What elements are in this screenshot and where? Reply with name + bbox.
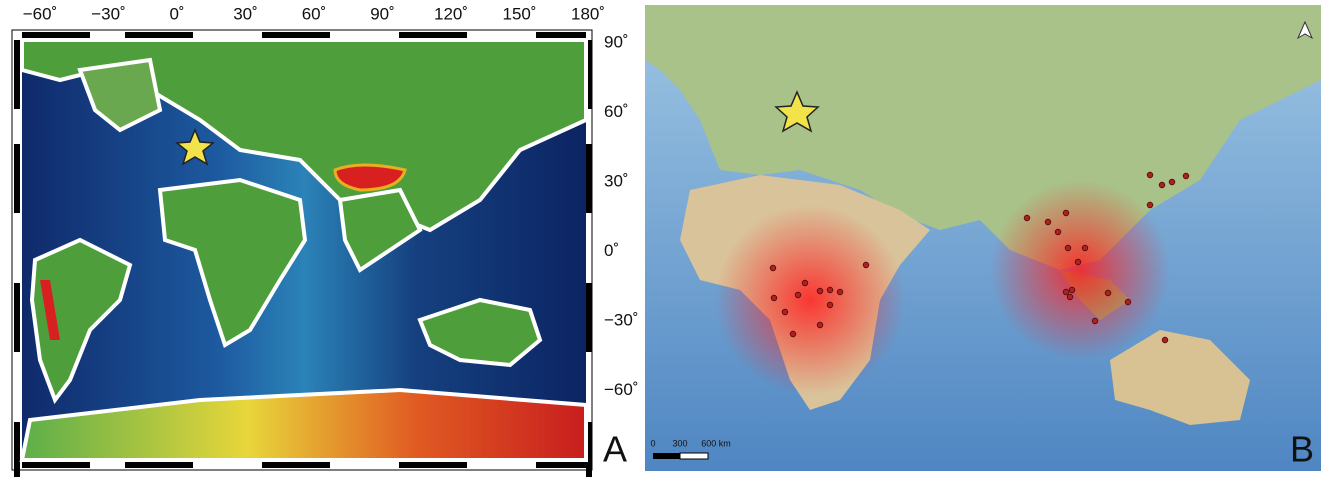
occurrence-dot xyxy=(1146,171,1154,179)
scale-bar xyxy=(679,452,709,460)
occurrence-dot xyxy=(1081,244,1089,252)
frame-segment xyxy=(536,462,586,468)
occurrence-dot xyxy=(1068,286,1076,294)
occurrence-dot xyxy=(1124,298,1132,306)
occurrence-dot xyxy=(826,286,834,294)
frame-segment xyxy=(125,462,193,468)
frame-segment xyxy=(399,462,467,468)
occurrence-dot xyxy=(801,279,809,287)
occurrence-dot xyxy=(1023,214,1031,222)
frame-segment xyxy=(14,40,20,109)
frame-segment xyxy=(586,144,592,213)
frame-segment xyxy=(586,40,592,109)
panel-b: 0 300 600 km B xyxy=(645,5,1321,471)
panel-a: −60˚ −30˚ 0˚ 30˚ 60˚ 90˚ 120˚ 150˚ 180˚ 90˚ 60˚ 30… xyxy=(11,4,639,482)
occurrence-dot xyxy=(826,301,834,309)
scale-label: 0 xyxy=(650,438,655,448)
occurrence-dot xyxy=(1062,288,1070,296)
occurrence-points xyxy=(769,171,1190,344)
occurrence-dot xyxy=(1064,244,1072,252)
lon-label: 0˚ xyxy=(169,4,184,23)
lat-label: 30˚ xyxy=(604,171,629,190)
frame-segment xyxy=(536,32,586,38)
frame-segment xyxy=(262,32,330,38)
occurrence-dot xyxy=(769,264,777,272)
occurrence-dot xyxy=(1182,172,1190,180)
lon-label: −60˚ xyxy=(23,4,58,23)
occurrence-dot xyxy=(1074,258,1082,266)
occurrence-dot xyxy=(816,321,824,329)
frame-segment xyxy=(14,283,20,352)
panel-letter: B xyxy=(1290,429,1314,470)
frame-segment xyxy=(586,283,592,352)
density-hotspot xyxy=(715,205,905,395)
occurrence-dot xyxy=(1161,336,1169,344)
continents xyxy=(19,38,588,462)
occurrence-dot xyxy=(1044,218,1052,226)
lon-label: −30˚ xyxy=(91,4,126,23)
star-marker xyxy=(774,90,820,133)
occurrence-dot xyxy=(1062,209,1070,217)
frame-segment xyxy=(399,32,467,38)
scale-bar xyxy=(653,453,680,459)
lon-label: 60˚ xyxy=(302,4,327,23)
panel-letter: A xyxy=(603,429,627,470)
lon-label: 120˚ xyxy=(434,4,468,23)
lat-label: 0˚ xyxy=(604,241,619,260)
star-marker xyxy=(175,128,215,166)
frame-segment xyxy=(586,422,592,482)
lat-label: 60˚ xyxy=(604,102,629,121)
lon-label: 150˚ xyxy=(502,4,536,23)
scale-label: 600 km xyxy=(701,438,731,448)
lon-label: 180˚ xyxy=(571,4,605,23)
frame-segment xyxy=(14,144,20,213)
occurrence-dot xyxy=(1066,293,1074,301)
occurrence-dot xyxy=(781,308,789,316)
occurrence-dot xyxy=(862,261,870,269)
andes xyxy=(40,280,60,340)
occurrence-dot xyxy=(1054,228,1062,236)
frame-segment xyxy=(262,462,330,468)
occurrence-dot xyxy=(1146,201,1154,209)
lat-label: 90˚ xyxy=(604,32,629,51)
frame-segment xyxy=(125,32,193,38)
occurrence-dot xyxy=(1091,317,1099,325)
occurrence-dot xyxy=(1158,181,1166,189)
plateau xyxy=(333,163,407,192)
frame-checkers xyxy=(14,32,592,482)
lat-label: −30˚ xyxy=(604,310,639,329)
density-hotspot xyxy=(990,180,1170,360)
occurrence-dot xyxy=(1168,178,1176,186)
occurrence-dot xyxy=(770,294,778,302)
occurrence-dot xyxy=(836,288,844,296)
frame-segment xyxy=(22,32,90,38)
occurrence-dot xyxy=(1104,289,1112,297)
frame-segment xyxy=(14,422,20,482)
lat-label: −60˚ xyxy=(604,380,639,399)
occurrence-dot xyxy=(816,287,824,295)
scale-label: 300 xyxy=(672,438,687,448)
occurrence-dot xyxy=(789,330,797,338)
lon-label: 30˚ xyxy=(233,4,258,23)
frame-segment xyxy=(22,462,90,468)
lon-label: 90˚ xyxy=(370,4,395,23)
occurrence-dot xyxy=(794,291,802,299)
north-arrow xyxy=(1296,20,1314,40)
